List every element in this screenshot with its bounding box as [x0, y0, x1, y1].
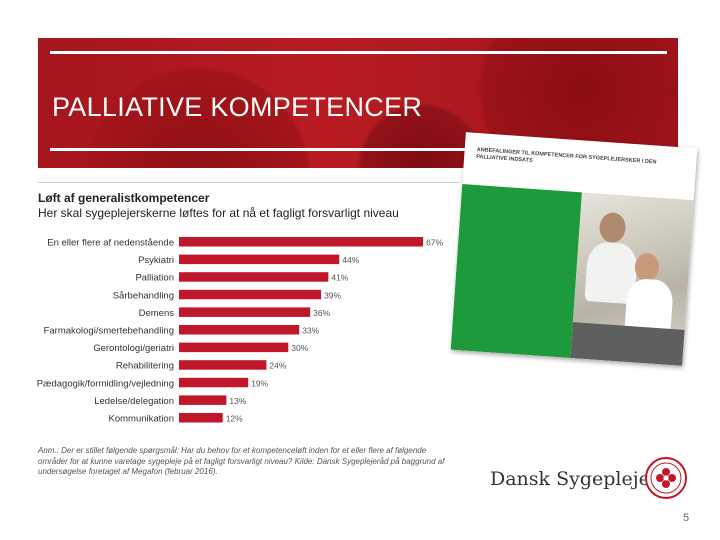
logo-wordmark: Dansk Sygeplejeråd	[490, 468, 683, 490]
value-label: 36%	[313, 308, 330, 318]
bar	[179, 289, 322, 300]
value-label: 33%	[302, 326, 319, 336]
report-cover-photo	[570, 192, 694, 366]
category-label: Demens	[139, 308, 175, 319]
photo-person-head	[598, 211, 627, 244]
slide-title: PALLIATIVE KOMPETENCER	[52, 92, 423, 122]
category-label: En eller flere af nedenstående	[47, 238, 174, 249]
category-label: Psykiatri	[138, 255, 174, 266]
report-cover: ANBEFALINGER TIL KOMPETENCER FOR SYGEPLE…	[450, 132, 698, 366]
value-label: 67%	[426, 238, 443, 248]
category-label: Ledelse/delegation	[94, 396, 174, 407]
value-label: 19%	[251, 378, 268, 388]
bar	[179, 395, 227, 405]
photo-person-head	[633, 252, 660, 282]
dsr-seal-logo	[645, 457, 687, 499]
bar	[179, 237, 424, 247]
chart-subtitle: Her skal sygeplejerskerne løftes for at …	[38, 206, 399, 220]
chart-note: Anm.: Der er stillet følgende spørgsmål:…	[38, 446, 445, 476]
banner-top-rule	[50, 51, 667, 54]
bar	[179, 342, 289, 353]
bar	[179, 360, 267, 370]
category-label: Gerontologi/geriatri	[93, 343, 174, 354]
report-cover-heading: ANBEFALINGER TIL KOMPETENCER FOR SYGEPLE…	[475, 146, 657, 166]
page-number: 5	[683, 512, 690, 524]
bar	[179, 254, 340, 265]
category-label: Kommunikation	[109, 414, 174, 425]
bar-chart: En eller flere af nedenstående 67% Psykiat…	[37, 237, 444, 425]
value-label: 12%	[226, 414, 243, 424]
report-cover-green-panel	[450, 184, 582, 359]
value-label: 39%	[324, 290, 341, 300]
value-label: 13%	[229, 396, 246, 406]
category-label: Pædagogik/formidling/vejledning	[37, 378, 174, 389]
bar	[179, 325, 300, 335]
photo-table	[570, 322, 685, 366]
category-label: Palliation	[135, 273, 174, 284]
value-label: 41%	[331, 273, 348, 283]
value-label: 30%	[291, 343, 308, 353]
bar	[179, 413, 223, 423]
bar	[179, 377, 249, 388]
category-label: Sårbehandling	[113, 290, 174, 301]
category-label: Rehabilitering	[116, 361, 174, 372]
category-label: Farmakologi/smertebehandling	[44, 326, 174, 337]
bar	[179, 272, 329, 282]
chart-title: Løft af generalistkompetencer	[38, 191, 210, 205]
banner-bottom-rule	[50, 148, 667, 151]
bar	[179, 307, 311, 317]
value-label: 44%	[342, 255, 359, 265]
chart-top-divider	[38, 182, 460, 183]
value-label: 24%	[269, 361, 286, 371]
